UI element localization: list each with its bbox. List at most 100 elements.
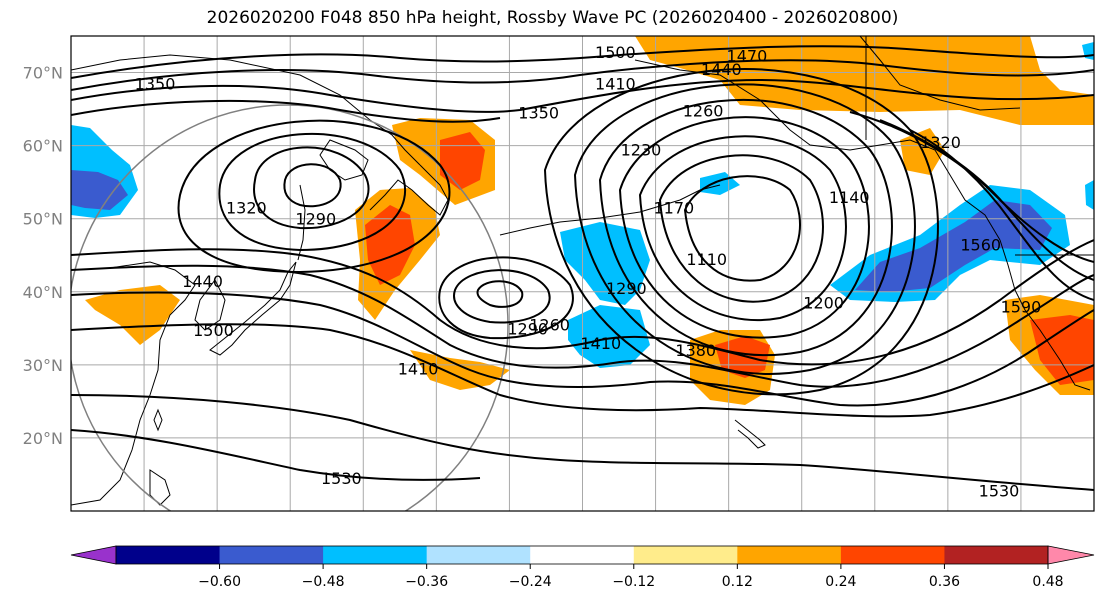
contour-label-9: 1320	[226, 199, 267, 218]
colorbar-box-0	[116, 546, 221, 564]
positive-anomaly-north-central	[635, 36, 1094, 125]
coastline-asia-north	[71, 54, 421, 166]
reference-circle	[71, 104, 509, 511]
contour-low-center-6	[543, 68, 939, 396]
colorbar-box-2	[323, 546, 428, 564]
coastline-taiwan	[153, 408, 163, 432]
colorbar-tick-label-5: 0.12	[722, 574, 753, 590]
colorbar-box-3	[426, 546, 531, 564]
strong-positive-japan-sea	[365, 205, 415, 285]
contour-1530-a	[71, 394, 1094, 491]
lat-label-2: 50°N	[23, 210, 63, 229]
contour-label-1: 1500	[595, 43, 636, 62]
contour-low-center-3	[618, 116, 870, 339]
contour-wave-2	[71, 59, 1094, 91]
positive-anomaly-west	[85, 285, 180, 345]
colorbar-box-6	[737, 546, 842, 564]
colorbar-extend-high	[1047, 545, 1095, 565]
contour-label-7: 1230	[621, 140, 662, 159]
coastline-aleutians	[499, 184, 721, 236]
coastline-okhotsk	[319, 139, 369, 181]
contour-low-west-1	[253, 146, 370, 230]
colorbar-box-8	[944, 546, 1049, 564]
contour-mid-3	[71, 291, 1094, 407]
contour-label-8: 1320	[920, 133, 961, 152]
contour-label-11: 1170	[653, 199, 694, 218]
contour-label-25: 1530	[321, 469, 362, 488]
contour-mid-2	[71, 264, 1094, 388]
contour-east-3	[849, 111, 1094, 263]
contour-low-center-inner	[683, 175, 801, 282]
colorbar-frame	[115, 545, 1049, 565]
contour-low-center-1	[658, 154, 824, 303]
coastline-hawaii	[734, 419, 766, 449]
contour-label-23: 1410	[580, 334, 621, 353]
lat-label-3: 40°N	[23, 283, 63, 302]
contour-label-14: 1560	[960, 235, 1001, 254]
contour-small-low-inner	[476, 280, 524, 308]
coastline-philippines	[149, 469, 171, 506]
latitude-labels: 70°N 60°N 50°N 40°N 30°N 20°N	[23, 64, 63, 448]
height-contours	[71, 45, 1094, 491]
contour-label-15: 1440	[182, 272, 223, 291]
contour-label-20: 1290	[507, 319, 548, 338]
contour-label-3: 1440	[701, 60, 742, 79]
negative-anomaly-far-east	[1082, 42, 1094, 60]
colorbar-tick-label-4: −0.12	[612, 574, 655, 590]
colorbar-tick-label-1: −0.48	[302, 574, 345, 590]
contour-label-4: 1410	[595, 75, 636, 94]
coastline-china	[71, 261, 196, 506]
contour-low-center-2	[638, 135, 847, 322]
coastline-north-america-west	[999, 239, 1091, 391]
contour-label-5: 1350	[518, 104, 559, 123]
contour-label-21: 1260	[529, 316, 570, 335]
contour-east-1	[909, 129, 1094, 301]
contour-1350-north	[71, 99, 501, 123]
colorbar-tick-label-2: −0.36	[405, 574, 448, 590]
contour-label-18: 1200	[803, 294, 844, 313]
colorbar-box-4	[530, 546, 635, 564]
negative-anomaly-far-east-2	[1085, 180, 1094, 210]
negative-anomaly-central-2	[568, 305, 650, 368]
colorbar-extend-low	[70, 545, 117, 565]
coastline-alaska	[634, 59, 1001, 241]
coastline-japan	[209, 261, 297, 356]
chart-title: 2026020200 F048 850 hPa height, Rossby W…	[206, 8, 899, 28]
colorbar-box-7	[840, 546, 945, 564]
contour-1500	[71, 323, 1094, 418]
colorbar-box-5	[633, 546, 738, 564]
contour-label-6: 1260	[683, 102, 724, 121]
contour-mid-1	[71, 239, 1094, 366]
coastline-kamchatka	[369, 164, 449, 216]
contour-label-24: 1380	[675, 341, 716, 360]
contour-label-2: 1470	[727, 47, 768, 66]
colorbar-tick-labels: −0.60 −0.48 −0.36 −0.24 −0.12 0.12 0.24 0.36 0.4…	[198, 564, 1064, 590]
contour-label-13: 1140	[829, 188, 870, 207]
contour-label-0: 1350	[135, 75, 176, 94]
coastline-alaska-north	[859, 36, 1021, 111]
strong-positive-east-coast	[1030, 315, 1094, 385]
colorbar-tick-label-7: 0.36	[929, 574, 960, 590]
strong-negative-west-edge	[71, 170, 128, 210]
contour-label-10: 1290	[295, 210, 336, 229]
contour-wave-1	[71, 78, 1094, 113]
colorbar-box-1	[219, 546, 324, 564]
contour-small-low-1	[453, 269, 551, 324]
lat-label-1: 60°N	[23, 137, 63, 156]
coastlines	[71, 36, 1094, 506]
contour-low-center-5	[573, 83, 916, 375]
colorbar-boxes	[70, 545, 1095, 565]
colorbar-tick-label-3: −0.24	[509, 574, 552, 590]
contour-1530-b	[71, 429, 481, 481]
contour-label-26: 1530	[979, 482, 1020, 501]
contour-label-12: 1110	[686, 250, 727, 269]
strong-positive-kamchatka	[440, 132, 485, 190]
contour-label-16: 1500	[193, 321, 234, 340]
contour-label-22: 1410	[398, 360, 439, 379]
colorbar-tick-label-0: −0.60	[198, 574, 241, 590]
contour-low-west-inner	[283, 163, 342, 208]
coastline-korea	[194, 279, 226, 331]
lat-label-5: 20°N	[23, 429, 63, 448]
